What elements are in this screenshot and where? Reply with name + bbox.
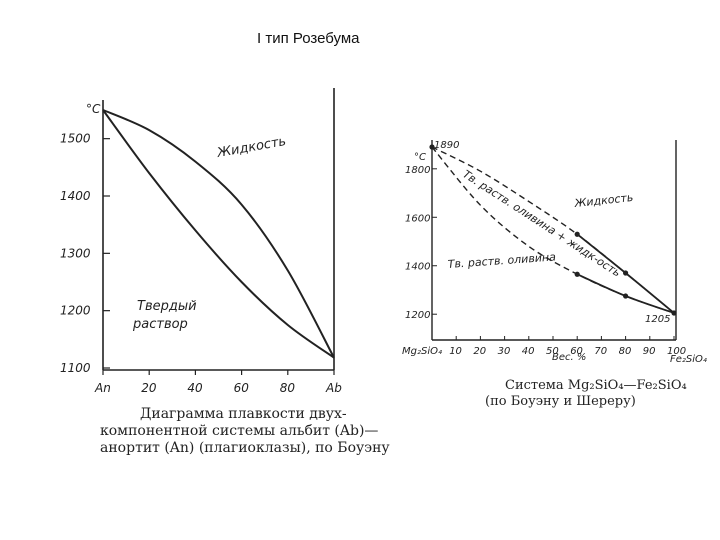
left-caption-1: Диаграмма плавкости двух- [140,406,347,422]
right-bottom-temp: 1205 [645,314,670,325]
right-x-tick-label: 20 [473,346,486,357]
right-top-temp: 1890 [434,140,459,151]
left-solid-label-2: раствор [132,317,188,332]
left-caption-3: анортит (An) (плагиоклазы), по Боуэну [100,440,390,456]
right-data-point [671,310,677,316]
left-x-tick-label: 40 [187,381,203,395]
slide-title: I тип Розебума [257,30,360,47]
right-x-tick-label: 30 [498,346,511,357]
left-x-tick-label: Ab [325,381,342,395]
right-y-tick-label: 1400 [405,262,430,273]
right-diagram: 1800 1600 1400 1200 Mg₂SiO₄ 10 20 30 40 50 60 70 80… [402,140,707,409]
left-x-tick-label: 60 [234,381,250,395]
right-x-tick-label: 90 [643,346,656,357]
right-y-ticks: 1800 1600 1400 1200 [405,165,437,321]
left-y-tick-label: 1500 [60,132,91,146]
left-caption-2: компонентной системы альбит (Ab)— [100,423,378,439]
right-y-unit: °C [414,152,426,163]
left-y-unit: °C [86,102,101,116]
right-data-point [623,293,629,299]
right-caption-1: Система Mg₂SiO₄—Fe₂SiO₄ [505,378,687,393]
right-data-point [623,270,629,276]
left-x-tick-label: An [94,381,111,395]
left-y-tick-label: 1300 [60,246,91,260]
right-x-tick-label: 80 [619,346,632,357]
right-x-tick-label: 40 [522,346,535,357]
right-x-tick-label: 100 [667,346,686,357]
right-x-tick-label: Fe₂SiO₄ [670,354,707,365]
left-x-ticks: An 20 40 60 80 Ab [94,370,342,395]
right-x-tick-label: Mg₂SiO₄ [402,346,442,357]
right-x-tick-label: 60 [570,346,583,357]
left-liquid-label: Жидкость [215,134,287,161]
right-x-tick-label: 50 [546,346,559,357]
right-data-point [429,144,435,150]
left-y-tick-label: 1200 [60,304,91,318]
right-data-point [574,271,580,277]
left-liquidus-curve [102,109,335,359]
left-diagram: 1500 1400 1300 1200 1100 An 20 40 60 80 Ab °C Жид… [60,88,390,456]
left-y-tick-label: 1100 [60,361,91,375]
left-solidus-curve [102,109,335,359]
right-y-tick-label: 1200 [405,310,430,321]
right-caption-2: (по Боуэну и Шереру) [485,394,636,409]
right-y-tick-label: 1600 [405,213,430,224]
right-x-tick-label: 70 [594,346,607,357]
right-y-tick-label: 1800 [405,165,430,176]
right-data-points [429,144,677,316]
left-y-tick-label: 1400 [60,189,91,203]
right-liquidus-curve [431,146,675,314]
right-solid-label: Тв. раств. оливина [447,250,556,271]
left-x-tick-label: 80 [280,381,296,395]
left-x-tick-label: 20 [141,381,157,395]
left-solid-label-1: Твердый [137,299,197,314]
right-x-tick-label: 10 [449,346,462,357]
right-liquid-label: Жидкость [573,191,634,210]
right-data-point [574,231,580,237]
left-y-ticks: 1500 1400 1300 1200 1100 [60,132,110,375]
right-x-axis-label: Вес. % [552,352,586,363]
